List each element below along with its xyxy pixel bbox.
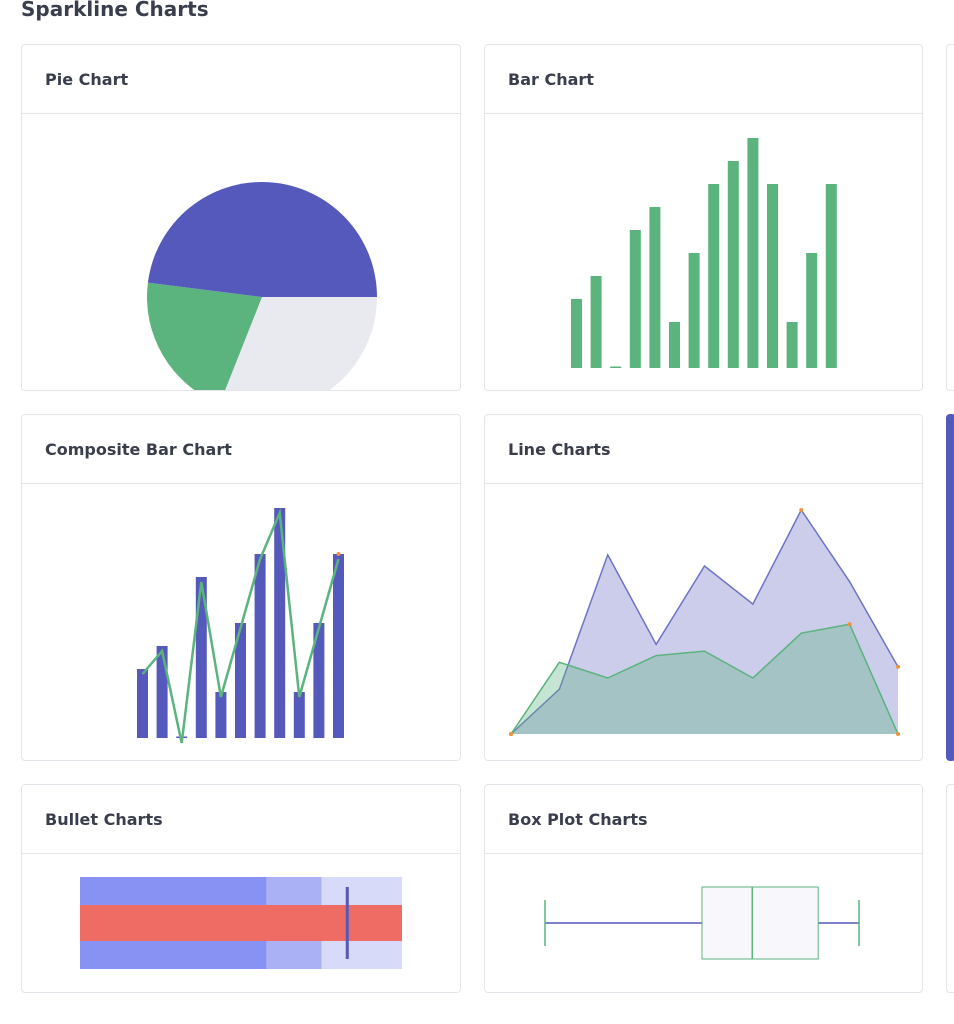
card-title: Pie Chart bbox=[22, 45, 460, 114]
bar bbox=[313, 623, 325, 738]
line-charts-card: Line Charts bbox=[484, 414, 923, 761]
bar bbox=[649, 207, 661, 368]
area-series-1-line bbox=[510, 508, 899, 735]
line-endpoint bbox=[336, 552, 341, 556]
bar bbox=[669, 322, 680, 368]
bar-chart-card: Bar Chart bbox=[484, 44, 923, 391]
line-series bbox=[141, 508, 340, 744]
bullet-chart bbox=[80, 877, 402, 969]
bar bbox=[235, 623, 246, 738]
line-marker bbox=[847, 622, 852, 627]
bullet-value-bar bbox=[80, 905, 402, 941]
partial-card-right bbox=[946, 784, 954, 993]
pie-chart-card: Pie Chart bbox=[21, 44, 461, 391]
bar bbox=[195, 577, 207, 738]
bar bbox=[254, 554, 266, 738]
line-chart bbox=[509, 508, 900, 736]
bar bbox=[747, 138, 759, 368]
partial-card-right-accent bbox=[946, 414, 954, 761]
line-marker bbox=[896, 664, 900, 669]
bar bbox=[137, 669, 148, 738]
box-plot-charts-card: Box Plot Charts bbox=[484, 784, 923, 993]
area-series-2-fill bbox=[511, 624, 898, 734]
card-title: Box Plot Charts bbox=[485, 785, 922, 854]
bar bbox=[806, 253, 818, 368]
card-title: Composite Bar Chart bbox=[22, 415, 460, 484]
pie-chart bbox=[147, 182, 377, 390]
page-title: Sparkline Charts bbox=[21, 0, 209, 21]
card-title: Bar Chart bbox=[485, 45, 922, 114]
box-plot-chart bbox=[544, 886, 860, 960]
bar bbox=[571, 299, 582, 368]
bar bbox=[825, 184, 837, 368]
bar bbox=[274, 508, 286, 738]
pie-slice bbox=[225, 297, 377, 390]
bar bbox=[590, 276, 602, 368]
bar bbox=[708, 184, 720, 368]
bullet-charts-card: Bullet Charts bbox=[21, 784, 461, 993]
bar bbox=[767, 184, 778, 368]
line-marker bbox=[509, 732, 513, 736]
bar bbox=[610, 366, 622, 368]
card-title: Bullet Charts bbox=[22, 785, 460, 854]
bar bbox=[215, 692, 227, 738]
bar bbox=[688, 253, 700, 368]
bar bbox=[786, 322, 798, 368]
partial-card-right bbox=[946, 44, 954, 391]
bullet-target-marker bbox=[345, 887, 349, 959]
card-title: Line Charts bbox=[485, 415, 922, 484]
bar bbox=[156, 646, 168, 738]
line-marker bbox=[799, 508, 804, 512]
bar bbox=[727, 161, 739, 368]
bar-chart bbox=[571, 138, 837, 368]
composite-bar-chart bbox=[137, 508, 344, 744]
pie-slice bbox=[147, 182, 377, 297]
area-series-2-line bbox=[510, 623, 899, 735]
pie-slice bbox=[147, 282, 262, 390]
composite-bar-chart-card: Composite Bar Chart bbox=[21, 414, 461, 761]
box-iqr bbox=[701, 886, 819, 960]
bar bbox=[293, 692, 305, 738]
line-marker bbox=[896, 732, 900, 736]
bar bbox=[333, 554, 344, 738]
bar bbox=[629, 230, 641, 368]
